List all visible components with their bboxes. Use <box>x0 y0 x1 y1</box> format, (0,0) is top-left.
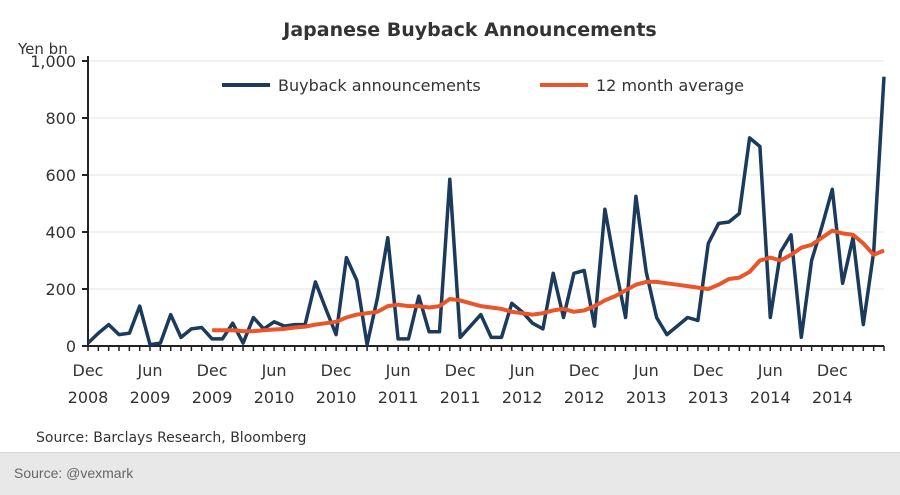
y-tick-label: 0 <box>66 337 76 356</box>
x-tick-label-month: Jun <box>137 361 163 380</box>
footer-credit: Source: @vexmark <box>14 465 133 481</box>
axes: 0 200 400 600 800 1,000 Dec 2008 Jun 2009 Dec 2009 J… <box>30 52 884 407</box>
x-tick-label-month: Dec <box>321 361 352 380</box>
x-tick-label-month: Dec <box>817 361 848 380</box>
x-tick-label-year: 2014 <box>750 388 791 407</box>
legend-label-average: 12 month average <box>596 76 744 95</box>
x-tick-label-year: 2014 <box>812 388 853 407</box>
legend-label-buyback: Buyback announcements <box>278 76 481 95</box>
chart: Japanese Buyback Announcements Yen bn 02… <box>0 0 900 452</box>
x-tick-label-month: Jun <box>757 361 783 380</box>
buyback-line <box>88 77 884 345</box>
x-tick-label-year: 2013 <box>688 388 729 407</box>
x-tick-label-month: Jun <box>509 361 535 380</box>
x-tick-label-month: Jun <box>385 361 411 380</box>
y-tick-label: 1,000 <box>30 52 76 71</box>
x-tick-label-month: Dec <box>569 361 600 380</box>
y-tick-label: 600 <box>45 166 76 185</box>
x-tick-label-year: 2008 <box>68 388 109 407</box>
x-tick-label-year: 2010 <box>254 388 295 407</box>
x-tick-label-month: Dec <box>445 361 476 380</box>
y-tick-label: 800 <box>45 109 76 128</box>
x-tick-label-month: Dec <box>197 361 228 380</box>
x-tick-label-month: Jun <box>633 361 659 380</box>
x-tick-label-month: Jun <box>261 361 287 380</box>
x-tick-label-month: Dec <box>693 361 724 380</box>
x-tick-label-year: 2009 <box>192 388 233 407</box>
x-tick-label-month: Dec <box>73 361 104 380</box>
legend: Buyback announcements 12 month average <box>222 76 744 95</box>
x-tick-label-year: 2012 <box>502 388 543 407</box>
y-tick-label: 200 <box>45 280 76 299</box>
y-tick-label: 400 <box>45 223 76 242</box>
series-lines <box>88 77 884 345</box>
x-tick-label-year: 2011 <box>378 388 419 407</box>
x-tick-label-year: 2013 <box>626 388 667 407</box>
gridlines <box>88 61 884 289</box>
footer: Source: @vexmark <box>0 452 900 495</box>
x-tick-label-year: 2012 <box>564 388 605 407</box>
source-note: Source: Barclays Research, Bloomberg <box>36 430 306 446</box>
x-tick-label-year: 2009 <box>130 388 171 407</box>
chart-title: Japanese Buyback Announcements <box>281 19 656 41</box>
x-tick-label-year: 2011 <box>440 388 481 407</box>
x-tick-label-year: 2010 <box>316 388 357 407</box>
